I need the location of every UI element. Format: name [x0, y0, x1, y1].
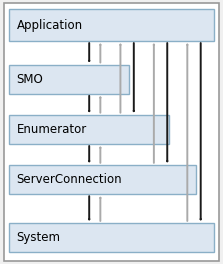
Text: ServerConnection: ServerConnection	[17, 173, 122, 186]
Bar	[9, 65, 129, 94]
Bar	[9, 115, 169, 144]
Text: Enumerator: Enumerator	[17, 123, 87, 136]
Text: Application: Application	[17, 18, 83, 32]
Text: SMO: SMO	[17, 73, 43, 86]
Bar	[9, 223, 214, 252]
Bar	[9, 9, 214, 41]
Text: System: System	[17, 231, 61, 244]
Bar	[9, 165, 196, 194]
